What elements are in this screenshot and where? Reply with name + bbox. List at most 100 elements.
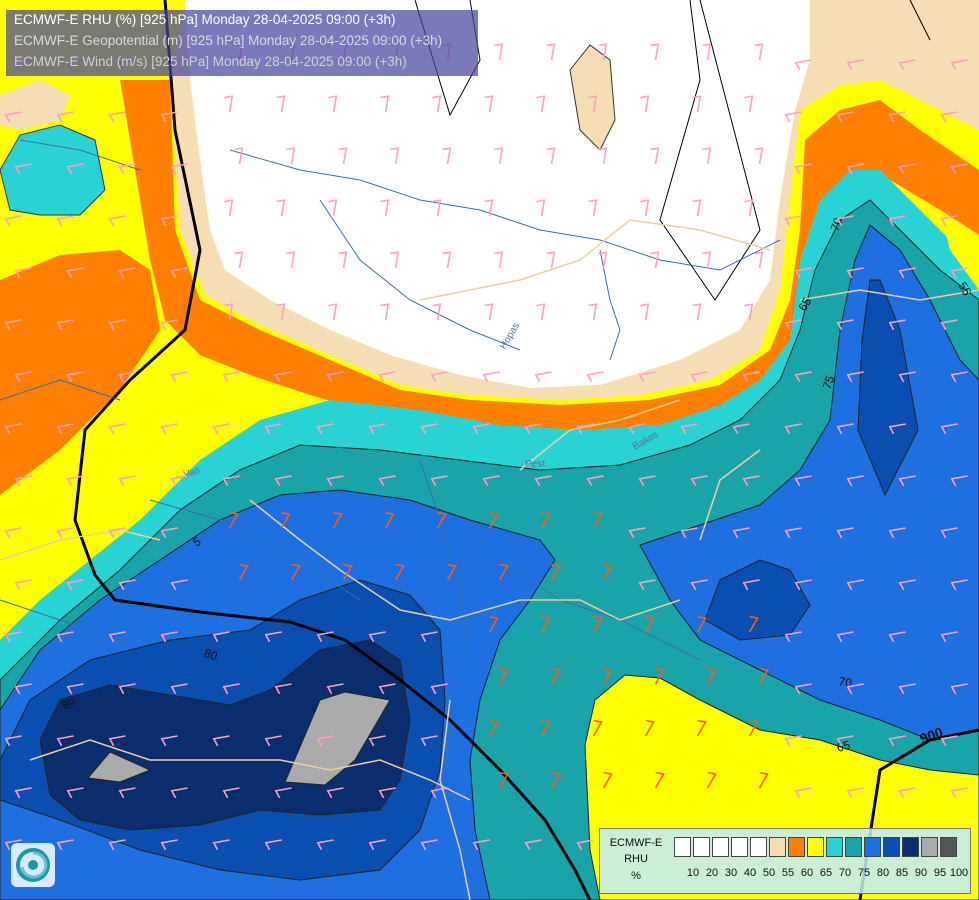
wind-barb-icon (378, 683, 396, 695)
wind-barb-icon (784, 735, 802, 747)
wind-barb-icon (602, 667, 613, 685)
wind-barb-icon (692, 199, 702, 217)
title-box: ECMWF-E RHU (%) [925 hPa] Monday 28-04-2… (6, 10, 478, 76)
wind-barb-icon (222, 371, 240, 383)
wind-barb-icon (338, 251, 348, 269)
wind-barb-icon (950, 267, 968, 279)
wind-barb-icon (170, 163, 188, 175)
legend-swatch (693, 837, 710, 857)
wind-barb-icon (66, 163, 84, 175)
legend-tick-label: 95 (933, 867, 947, 879)
wind-barb-icon (4, 111, 22, 123)
wind-barb-icon (692, 95, 702, 113)
wind-barb-icon (316, 631, 334, 643)
wind-barb-icon (794, 683, 812, 695)
legend-tick-label: 90 (914, 867, 928, 879)
wind-barb-icon (494, 147, 504, 165)
wind-barb-icon (540, 615, 551, 633)
legend-swatch (788, 837, 805, 857)
legend-swatch (712, 837, 729, 857)
wind-barb-icon (212, 839, 230, 851)
wind-barb-icon (592, 719, 603, 737)
wind-barb-icon (420, 839, 438, 851)
wind-barb-icon (536, 95, 546, 113)
wind-barbs (4, 43, 968, 851)
wind-barb-icon (380, 199, 390, 217)
wind-barb-icon (378, 371, 396, 383)
wind-barb-icon (390, 251, 400, 269)
legend-swatch (845, 837, 862, 857)
wind-barb-icon (108, 111, 126, 123)
wind-barb-icon (108, 839, 126, 851)
wind-barb-icon (472, 839, 490, 851)
wind-barb-icon (170, 267, 188, 279)
wind-barb-icon (692, 303, 702, 321)
wind-barb-icon (744, 95, 754, 113)
wind-barb-icon (836, 735, 854, 747)
wind-barb-icon (836, 527, 854, 539)
contour-label-75: 75 (820, 373, 838, 391)
wind-barb-icon (316, 423, 334, 435)
legend-tick-label: 70 (838, 867, 852, 879)
wind-barb-icon (644, 615, 655, 633)
wind-barb-icon (744, 199, 754, 217)
wind-barb-icon (108, 527, 126, 539)
wind-barb-icon (276, 199, 286, 217)
wind-barb-icon (534, 475, 552, 487)
wind-barb-icon (950, 371, 968, 383)
wind-barb-icon (950, 787, 968, 799)
wind-barb-icon (56, 527, 74, 539)
wind-barb-icon (680, 423, 698, 435)
wind-barb-icon (940, 111, 958, 123)
wind-barb-icon (940, 631, 958, 643)
wind-barb-icon (488, 511, 499, 529)
wind-barb-icon (170, 787, 188, 799)
legend-label-unit: % (631, 870, 641, 882)
wind-barb-icon (14, 371, 32, 383)
wind-barb-icon (898, 683, 916, 695)
wind-barb-icon (56, 319, 74, 331)
wind-barb-icon (784, 631, 802, 643)
wind-barb-icon (484, 199, 494, 217)
title-rhu: ECMWF-E RHU (%) [925 hPa] Monday 28-04-2… (14, 12, 396, 27)
wind-barb-icon (66, 787, 84, 799)
wind-barb-icon (228, 511, 239, 529)
geopotential-contour-west (73, 0, 592, 900)
wind-barb-icon (744, 303, 754, 321)
wind-barb-icon (274, 787, 292, 799)
wind-barb-icon (940, 735, 958, 747)
legend-tick-label: 20 (705, 867, 719, 879)
wind-barb-icon (118, 371, 136, 383)
wind-barb-icon (160, 735, 178, 747)
wind-barb-icon (846, 371, 864, 383)
legend-swatch (902, 837, 919, 857)
title-wind: ECMWF-E Wind (m/s) [925 hPa] Monday 28-0… (14, 54, 407, 69)
wind-barb-icon (846, 683, 864, 695)
wind-barb-icon (940, 319, 958, 331)
wind-barb-icon (274, 371, 292, 383)
wind-barb-icon (742, 579, 760, 591)
legend-swatch (921, 837, 938, 857)
wind-barb-icon (118, 475, 136, 487)
wind-barb-icon (690, 371, 708, 383)
wind-barb-icon (326, 787, 344, 799)
wind-barb-icon (14, 163, 32, 175)
wind-barb-icon (212, 631, 230, 643)
wind-barb-icon (170, 579, 188, 591)
wind-barb-icon (160, 111, 178, 123)
wind-barb-icon (332, 511, 343, 529)
wind-barb-icon (368, 423, 386, 435)
wind-barb-icon (846, 579, 864, 591)
wind-barb-icon (784, 111, 802, 123)
wind-barb-icon (494, 43, 504, 61)
wind-barb-icon (118, 579, 136, 591)
wind-barb-icon (212, 735, 230, 747)
wind-barb-icon (494, 251, 504, 269)
legend-tick-label: 80 (876, 867, 890, 879)
wind-barb-icon (160, 423, 178, 435)
wind-barb-icon (56, 423, 74, 435)
wind-barb-icon (378, 787, 396, 799)
contour-label-55: 55 (955, 280, 974, 299)
wind-barb-icon (836, 111, 854, 123)
wind-barb-icon (390, 147, 400, 165)
